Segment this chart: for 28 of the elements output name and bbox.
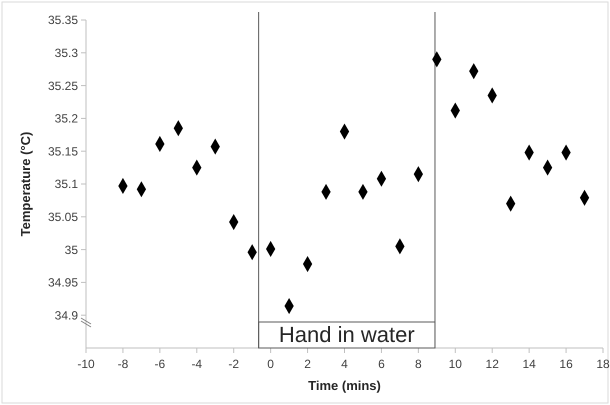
x-tick-label: -4: [191, 357, 202, 371]
x-tick-label: 8: [415, 357, 422, 371]
y-tick-label: 35.1: [54, 177, 78, 192]
y-tick-label: 35.35: [48, 13, 78, 28]
y-axis-title: Temperature (°C): [18, 132, 33, 236]
x-tick-label: 12: [486, 357, 500, 371]
y-tick-label: 35: [64, 242, 78, 257]
x-tick-label: -6: [154, 357, 166, 371]
x-tick-label: 16: [559, 357, 574, 371]
y-tick-label: 34.9: [54, 308, 78, 322]
x-tick-label: -2: [228, 357, 240, 371]
y-tick-label: 35.05: [48, 210, 78, 224]
x-tick-label: 18: [596, 357, 610, 371]
y-tick-label: 35.25: [48, 78, 78, 93]
x-tick-label: 0: [267, 357, 274, 371]
x-tick-label: -10: [77, 357, 95, 371]
y-tick-label: 35.15: [48, 144, 78, 158]
y-tick-label: 34.95: [48, 276, 78, 290]
x-tick-label: 2: [304, 357, 312, 371]
x-axis-title: Time (mins): [308, 378, 381, 393]
x-tick-label: -8: [118, 357, 129, 371]
x-tick-label: 6: [378, 357, 386, 371]
y-tick-label: 35.2: [54, 112, 78, 126]
x-tick-label: 10: [448, 357, 462, 371]
x-tick-label: 14: [522, 357, 536, 371]
band-label: Hand in water: [278, 322, 415, 347]
y-tick-label: 35.3: [54, 46, 78, 60]
x-tick-label: 4: [341, 357, 348, 371]
